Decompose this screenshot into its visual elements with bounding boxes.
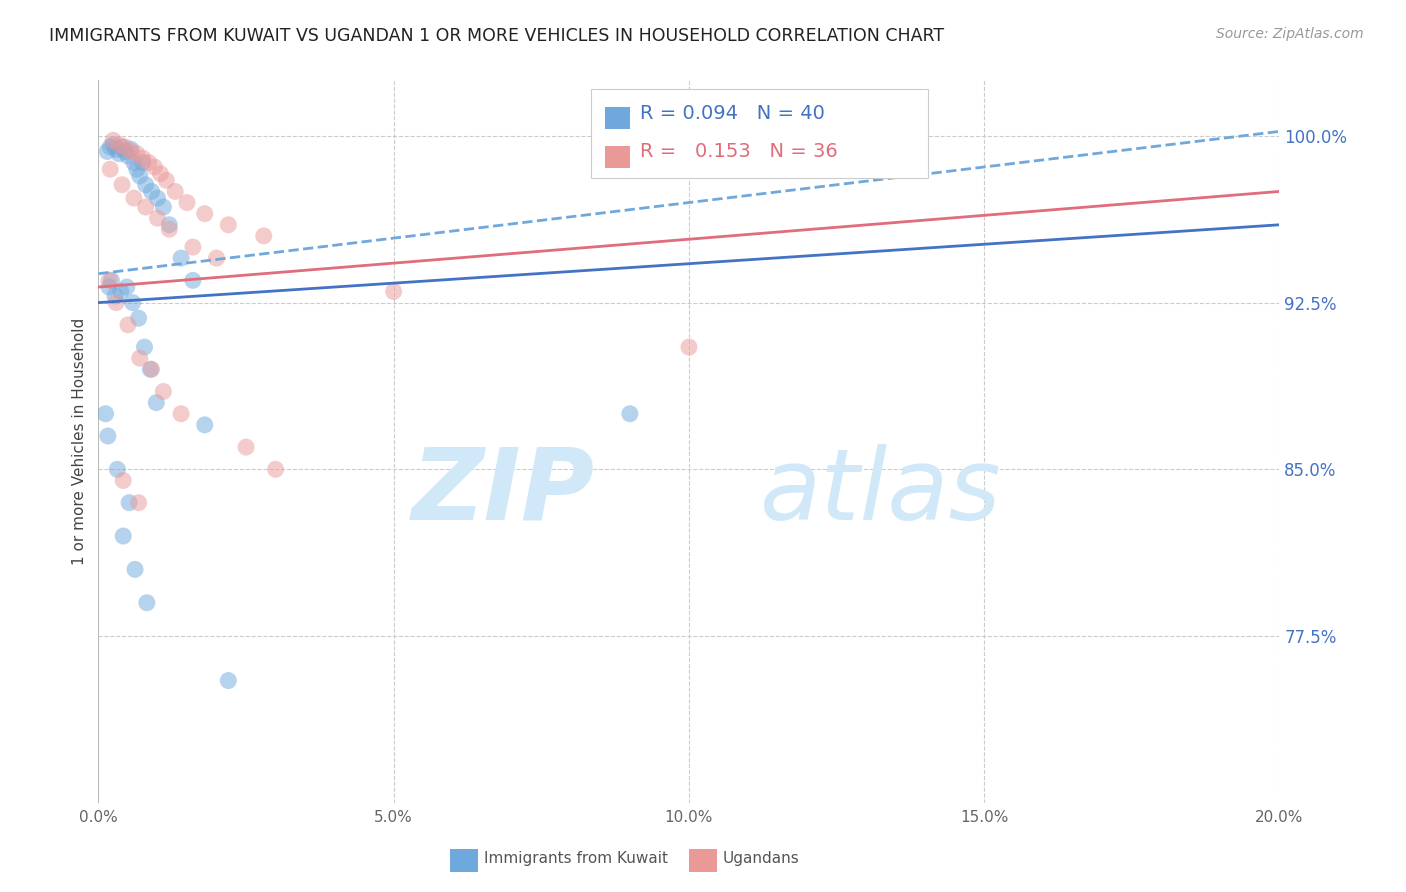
Point — [678, 340, 700, 354]
Point — [125, 162, 148, 177]
Point — [105, 462, 128, 476]
Point — [134, 340, 156, 354]
Point — [97, 429, 120, 443]
Point — [132, 151, 155, 165]
Point — [112, 474, 135, 488]
Point — [98, 162, 121, 177]
Point — [96, 145, 118, 159]
Y-axis label: 1 or more Vehicles in Household: 1 or more Vehicles in Household — [72, 318, 87, 566]
Point — [128, 351, 150, 366]
Point — [205, 251, 228, 265]
Point — [108, 137, 131, 152]
Point — [194, 207, 217, 221]
Point — [181, 273, 204, 287]
Point — [105, 295, 128, 310]
Point — [114, 140, 136, 154]
Point — [128, 311, 150, 326]
Point — [157, 218, 180, 232]
Point — [146, 191, 169, 205]
Text: Ugandans: Ugandans — [723, 851, 800, 865]
Point — [100, 273, 122, 287]
Point — [115, 280, 138, 294]
Point — [108, 146, 131, 161]
Point — [110, 285, 132, 299]
Point — [105, 142, 128, 156]
Point — [194, 417, 217, 432]
Point — [141, 185, 163, 199]
Point — [146, 211, 169, 226]
Point — [94, 407, 117, 421]
Text: Source: ZipAtlas.com: Source: ZipAtlas.com — [1216, 27, 1364, 41]
Point — [121, 295, 143, 310]
Text: R =   0.153   N = 36: R = 0.153 N = 36 — [640, 142, 838, 161]
Point — [128, 169, 150, 183]
Text: IMMIGRANTS FROM KUWAIT VS UGANDAN 1 OR MORE VEHICLES IN HOUSEHOLD CORRELATION CH: IMMIGRANTS FROM KUWAIT VS UGANDAN 1 OR M… — [49, 27, 945, 45]
Point — [152, 200, 174, 214]
Text: atlas: atlas — [759, 443, 1001, 541]
Point — [138, 155, 160, 169]
Point — [98, 140, 121, 154]
Point — [170, 407, 193, 421]
Point — [176, 195, 198, 210]
Point — [111, 140, 134, 154]
Point — [122, 155, 145, 169]
Point — [112, 529, 135, 543]
Point — [382, 285, 405, 299]
Point — [181, 240, 204, 254]
Point — [120, 142, 142, 156]
Point — [117, 149, 139, 163]
Point — [217, 218, 239, 232]
Text: R = 0.094   N = 40: R = 0.094 N = 40 — [640, 103, 824, 123]
Point — [217, 673, 239, 688]
Point — [111, 178, 134, 192]
Point — [135, 200, 157, 214]
Point — [264, 462, 287, 476]
Point — [170, 251, 193, 265]
Point — [155, 173, 177, 187]
Point — [152, 384, 174, 399]
Point — [103, 133, 125, 147]
Point — [128, 496, 150, 510]
Point — [141, 362, 163, 376]
Point — [117, 318, 139, 332]
Point — [157, 222, 180, 236]
Point — [165, 185, 187, 199]
Point — [145, 395, 167, 409]
Point — [118, 496, 141, 510]
Point — [235, 440, 257, 454]
Point — [143, 160, 166, 174]
Point — [135, 178, 157, 192]
Point — [104, 289, 127, 303]
Point — [120, 145, 142, 159]
Point — [98, 273, 121, 287]
Point — [103, 137, 125, 152]
Point — [114, 145, 136, 159]
Point — [135, 596, 157, 610]
Point — [139, 362, 162, 376]
Point — [619, 407, 641, 421]
Point — [253, 228, 276, 243]
Point — [149, 167, 172, 181]
Point — [124, 562, 146, 576]
Point — [98, 280, 121, 294]
Point — [132, 155, 155, 169]
Text: Immigrants from Kuwait: Immigrants from Kuwait — [484, 851, 668, 865]
Text: ZIP: ZIP — [412, 443, 595, 541]
Point — [122, 191, 145, 205]
Point — [125, 146, 148, 161]
